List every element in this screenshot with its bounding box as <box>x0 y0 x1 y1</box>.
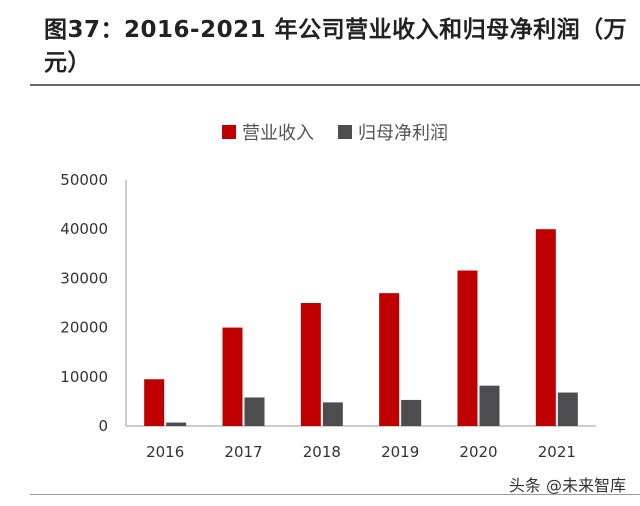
legend-label-net-profit: 归母净利润 <box>358 123 448 144</box>
chart-title: 图37：2016-2021 年公司营业收入和归母净利润（万元） <box>44 17 628 76</box>
x-tick-label: 2018 <box>303 443 341 461</box>
legend-item-net-profit: 归母净利润 <box>338 119 448 145</box>
x-tick-label: 2016 <box>146 443 184 461</box>
bar-revenue-2018 <box>300 303 321 426</box>
y-tick-label: 10000 <box>60 368 108 386</box>
x-tick-label: 2017 <box>224 443 262 461</box>
bar-revenue-2017 <box>222 327 243 426</box>
bar-net-profit-2019 <box>401 399 422 426</box>
watermark: 头条 @未来智库 <box>508 476 626 495</box>
bar-revenue-2020 <box>457 270 478 426</box>
title-divider <box>30 84 640 86</box>
bar-net-profit-2017 <box>244 397 265 426</box>
bar-revenue-2016 <box>144 379 165 426</box>
y-tick-label: 0 <box>98 417 108 435</box>
bar-net-profit-2021 <box>557 392 578 426</box>
legend-label-revenue: 营业收入 <box>242 123 314 144</box>
x-tick-label: 2019 <box>381 443 419 461</box>
y-tick-label: 40000 <box>60 220 108 238</box>
legend-swatch-revenue <box>222 125 236 139</box>
bar-revenue-2019 <box>379 293 400 426</box>
bottom-divider <box>30 494 640 495</box>
bar-net-profit-2018 <box>322 402 343 426</box>
y-tick-label: 50000 <box>60 171 108 189</box>
legend-swatch-net-profit <box>338 125 352 139</box>
bar-net-profit-2016 <box>166 422 187 426</box>
y-tick-label: 30000 <box>60 269 108 287</box>
x-tick-label: 2020 <box>459 443 497 461</box>
y-tick-label: 20000 <box>60 319 108 337</box>
x-tick-label: 2021 <box>538 443 576 461</box>
bar-revenue-2021 <box>535 229 556 426</box>
bar-net-profit-2020 <box>479 385 500 426</box>
legend-item-revenue: 营业收入 <box>222 119 314 145</box>
legend: 营业收入 归母净利润 <box>222 120 448 144</box>
